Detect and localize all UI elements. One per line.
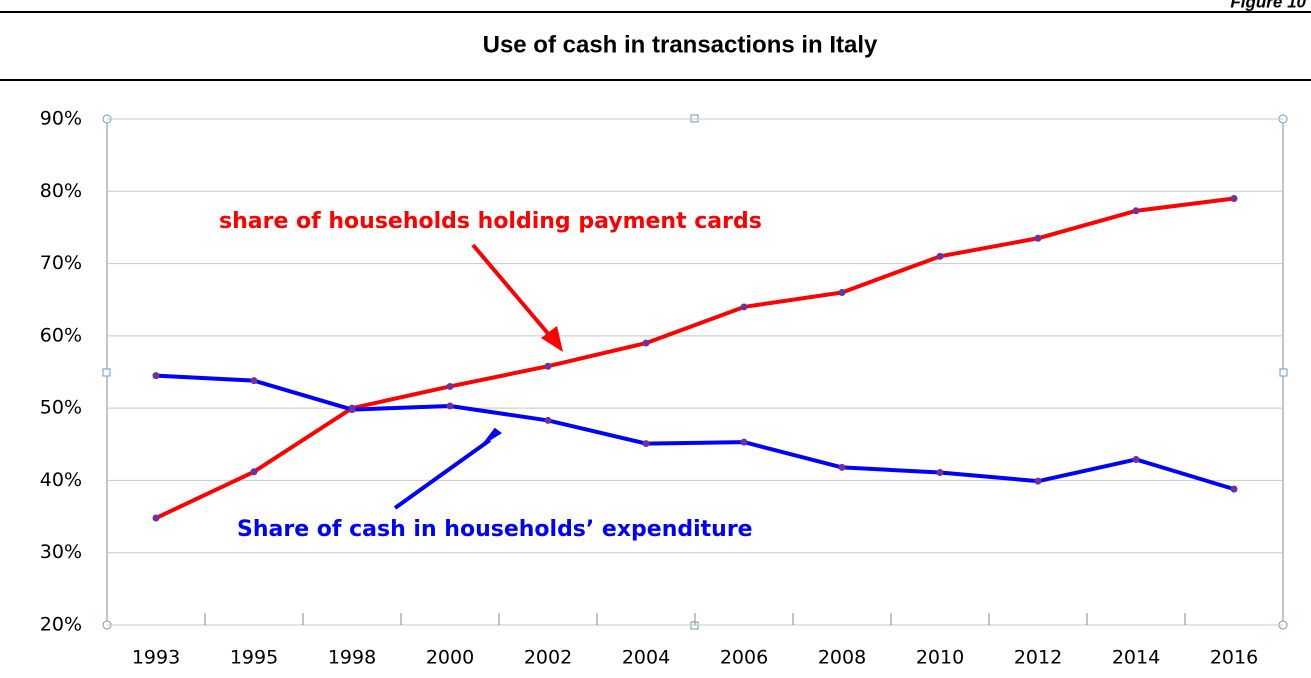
- data-point: [250, 468, 258, 476]
- data-point: [936, 252, 944, 260]
- annotation: share of households holding payment card…: [219, 209, 762, 234]
- data-point: [1132, 207, 1140, 215]
- data-point: [544, 362, 552, 370]
- y-tick-label: 40%: [40, 469, 82, 491]
- y-tick-label: 50%: [40, 397, 82, 419]
- data-point: [1230, 485, 1238, 493]
- data-point: [838, 288, 846, 296]
- x-tick-label: 2000: [426, 647, 474, 669]
- x-tick-label: 2010: [916, 647, 964, 669]
- x-tick-label: 2012: [1014, 647, 1062, 669]
- chart-title: Use of cash in transactions in Italy: [483, 31, 878, 58]
- data-point: [740, 303, 748, 311]
- x-tick-label: 2016: [1210, 647, 1258, 669]
- series-line: [155, 373, 1235, 492]
- x-tick-label: 2006: [720, 647, 768, 669]
- data-point: [936, 468, 944, 476]
- arrowhead: [480, 427, 502, 447]
- x-tick-label: 2004: [622, 647, 670, 669]
- y-tick-label: 80%: [40, 180, 82, 202]
- data-point: [1230, 195, 1238, 203]
- annotation: Share of cash in households’ expenditure: [237, 517, 753, 542]
- x-tick-label: 1993: [132, 647, 180, 669]
- data-point: [642, 440, 650, 448]
- data-point: [152, 372, 160, 380]
- data-point: [1034, 477, 1042, 485]
- x-tick-label: 1998: [328, 647, 376, 669]
- y-tick-label: 70%: [40, 252, 82, 274]
- data-point: [446, 402, 454, 410]
- data-point: [544, 416, 552, 424]
- data-point: [1034, 234, 1042, 242]
- data-point: [642, 339, 650, 347]
- y-tick-label: 20%: [40, 614, 82, 636]
- data-point: [152, 514, 160, 522]
- x-tick-label: 2008: [818, 647, 866, 669]
- x-tick-label: 1995: [230, 647, 278, 669]
- data-point: [446, 382, 454, 390]
- y-tick-label: 30%: [40, 541, 82, 563]
- data-point: [250, 377, 258, 385]
- x-tick-label: 2002: [524, 647, 572, 669]
- arrow: [471, 243, 558, 345]
- figure-label: Figure 10: [1230, 0, 1306, 11]
- y-tick-label: 90%: [40, 108, 82, 130]
- data-point: [740, 438, 748, 446]
- y-tick-label: 60%: [40, 324, 82, 346]
- arrow: [393, 438, 492, 510]
- data-point: [1132, 455, 1140, 463]
- data-point: [348, 406, 356, 414]
- series-line: [155, 196, 1235, 520]
- x-tick-label: 2014: [1112, 647, 1160, 669]
- arrowhead: [541, 326, 563, 352]
- handles: [102, 114, 1288, 630]
- grid: [107, 118, 1283, 626]
- data-point: [838, 463, 846, 471]
- lines: [152, 195, 1238, 522]
- plot-frame: [106, 118, 1284, 626]
